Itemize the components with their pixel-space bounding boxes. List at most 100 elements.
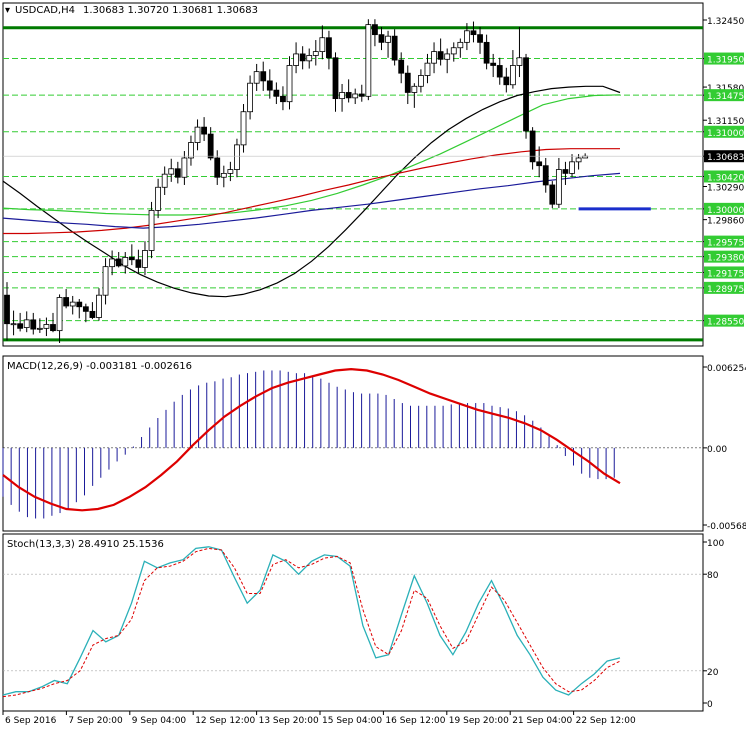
candle-body xyxy=(240,111,247,146)
candle-body xyxy=(326,37,332,59)
candle-body xyxy=(562,169,569,174)
price-level-tag-label: 1.31950 xyxy=(707,56,744,66)
candle-body xyxy=(76,301,83,308)
candle-body xyxy=(4,294,10,325)
stoch-main-line xyxy=(2,546,621,696)
stoch-scale-label: 100 xyxy=(707,539,724,549)
candle-body xyxy=(188,142,194,159)
time-axis-label: 15 Sep 04:00 xyxy=(322,716,382,726)
candle-body xyxy=(516,57,523,66)
candle-body xyxy=(181,157,188,178)
candle-body xyxy=(483,41,490,64)
candle-body xyxy=(109,258,116,268)
time-axis-label: 12 Sep 12:00 xyxy=(195,716,255,726)
time-axis-label: 7 Sep 20:00 xyxy=(68,716,123,726)
candle-body xyxy=(523,57,529,132)
price-level-tag xyxy=(704,170,744,183)
price-level-tag-label: 1.29175 xyxy=(707,269,744,279)
candle-body xyxy=(142,250,148,268)
price-level-tag-label: 1.29380 xyxy=(707,254,744,264)
candle-body xyxy=(437,51,444,60)
candle-body xyxy=(444,53,451,60)
candle-body xyxy=(135,259,142,268)
candle-body xyxy=(398,59,405,74)
candle-body xyxy=(128,257,135,261)
candle-body xyxy=(214,157,221,178)
moving-average-lines xyxy=(2,85,621,298)
candle-body xyxy=(549,184,556,205)
price-level-tag xyxy=(704,52,744,65)
candle-body xyxy=(490,62,497,66)
candle-body xyxy=(155,186,162,211)
candle-body xyxy=(411,85,418,93)
candle-body xyxy=(253,71,260,84)
header-arrow-icon: ▾ xyxy=(5,5,10,16)
candle-body xyxy=(30,319,37,330)
candle-body xyxy=(247,82,253,113)
candle-body xyxy=(312,51,319,56)
candle-body xyxy=(260,71,267,82)
candle-body xyxy=(385,35,391,43)
price-level-tag xyxy=(704,89,744,102)
candle-body xyxy=(234,144,240,170)
macd-scale-label: 0.00 xyxy=(707,445,727,455)
candle-body xyxy=(431,51,437,64)
candle-body xyxy=(293,53,299,66)
candle-body xyxy=(299,53,306,62)
moving-average-green xyxy=(2,94,621,216)
time-axis-label: 9 Sep 04:00 xyxy=(132,716,187,726)
candle-body xyxy=(194,126,201,143)
price-scale-label: 1.32450 xyxy=(707,17,744,27)
chart-ohlc: 1.30683 1.30720 1.30681 1.30683 xyxy=(83,5,258,16)
candle-body xyxy=(391,35,398,61)
candle-body xyxy=(339,92,345,100)
price-level-tag-label: 1.30420 xyxy=(707,173,744,183)
price-level-tag-label: 1.31475 xyxy=(707,92,744,102)
candle-body xyxy=(378,34,385,43)
price-scale-label: 1.29860 xyxy=(707,217,744,227)
candle-body xyxy=(509,65,516,86)
candle-body xyxy=(319,37,326,53)
candle-body xyxy=(477,34,483,43)
candle-body xyxy=(404,72,411,93)
current-price-tag xyxy=(704,150,744,163)
candle-body xyxy=(168,168,175,175)
price-level-tag-label: 1.30000 xyxy=(707,206,744,216)
price-level-lines xyxy=(3,26,703,342)
candle-body xyxy=(555,169,562,205)
candle-body xyxy=(115,258,122,267)
stoch-scale-label: 80 xyxy=(707,571,719,581)
candle-body xyxy=(286,65,293,103)
stochastic-indicator: 100 80 20 0 xyxy=(2,539,724,710)
candle-body xyxy=(122,257,129,267)
candle-body xyxy=(43,324,50,329)
candle-body xyxy=(332,57,339,100)
stoch-label: Stoch(13,3,3) 28.4910 25.1536 xyxy=(7,539,164,550)
moving-average-blue xyxy=(2,172,621,229)
stoch-panel-frame xyxy=(2,533,704,712)
time-axis-label: 19 Sep 20:00 xyxy=(449,716,509,726)
candle-body xyxy=(503,76,510,86)
candle-body xyxy=(63,297,70,307)
candle-body xyxy=(345,92,352,99)
candle-body xyxy=(201,126,208,135)
time-axis-label: 16 Sep 12:00 xyxy=(385,716,445,726)
candle-body xyxy=(352,93,359,99)
candle-body xyxy=(470,30,477,36)
time-axis-label: 6 Sep 2016 xyxy=(5,716,57,726)
candle-body xyxy=(273,89,280,97)
price-panel-frame xyxy=(2,2,704,347)
price-level-tag xyxy=(704,235,744,248)
current-price-label: 1.30683 xyxy=(707,153,744,163)
stoch-signal-line xyxy=(2,547,621,698)
macd-indicator: 0.006254 0.00 -0.005687 xyxy=(2,364,746,532)
price-level-tag-label: 1.28975 xyxy=(707,285,744,295)
candle-body xyxy=(365,24,372,97)
candle-body xyxy=(96,294,102,318)
candle-body xyxy=(82,306,89,312)
macd-signal-line xyxy=(2,367,621,512)
candle-body xyxy=(536,161,543,167)
candle-body xyxy=(10,323,17,326)
